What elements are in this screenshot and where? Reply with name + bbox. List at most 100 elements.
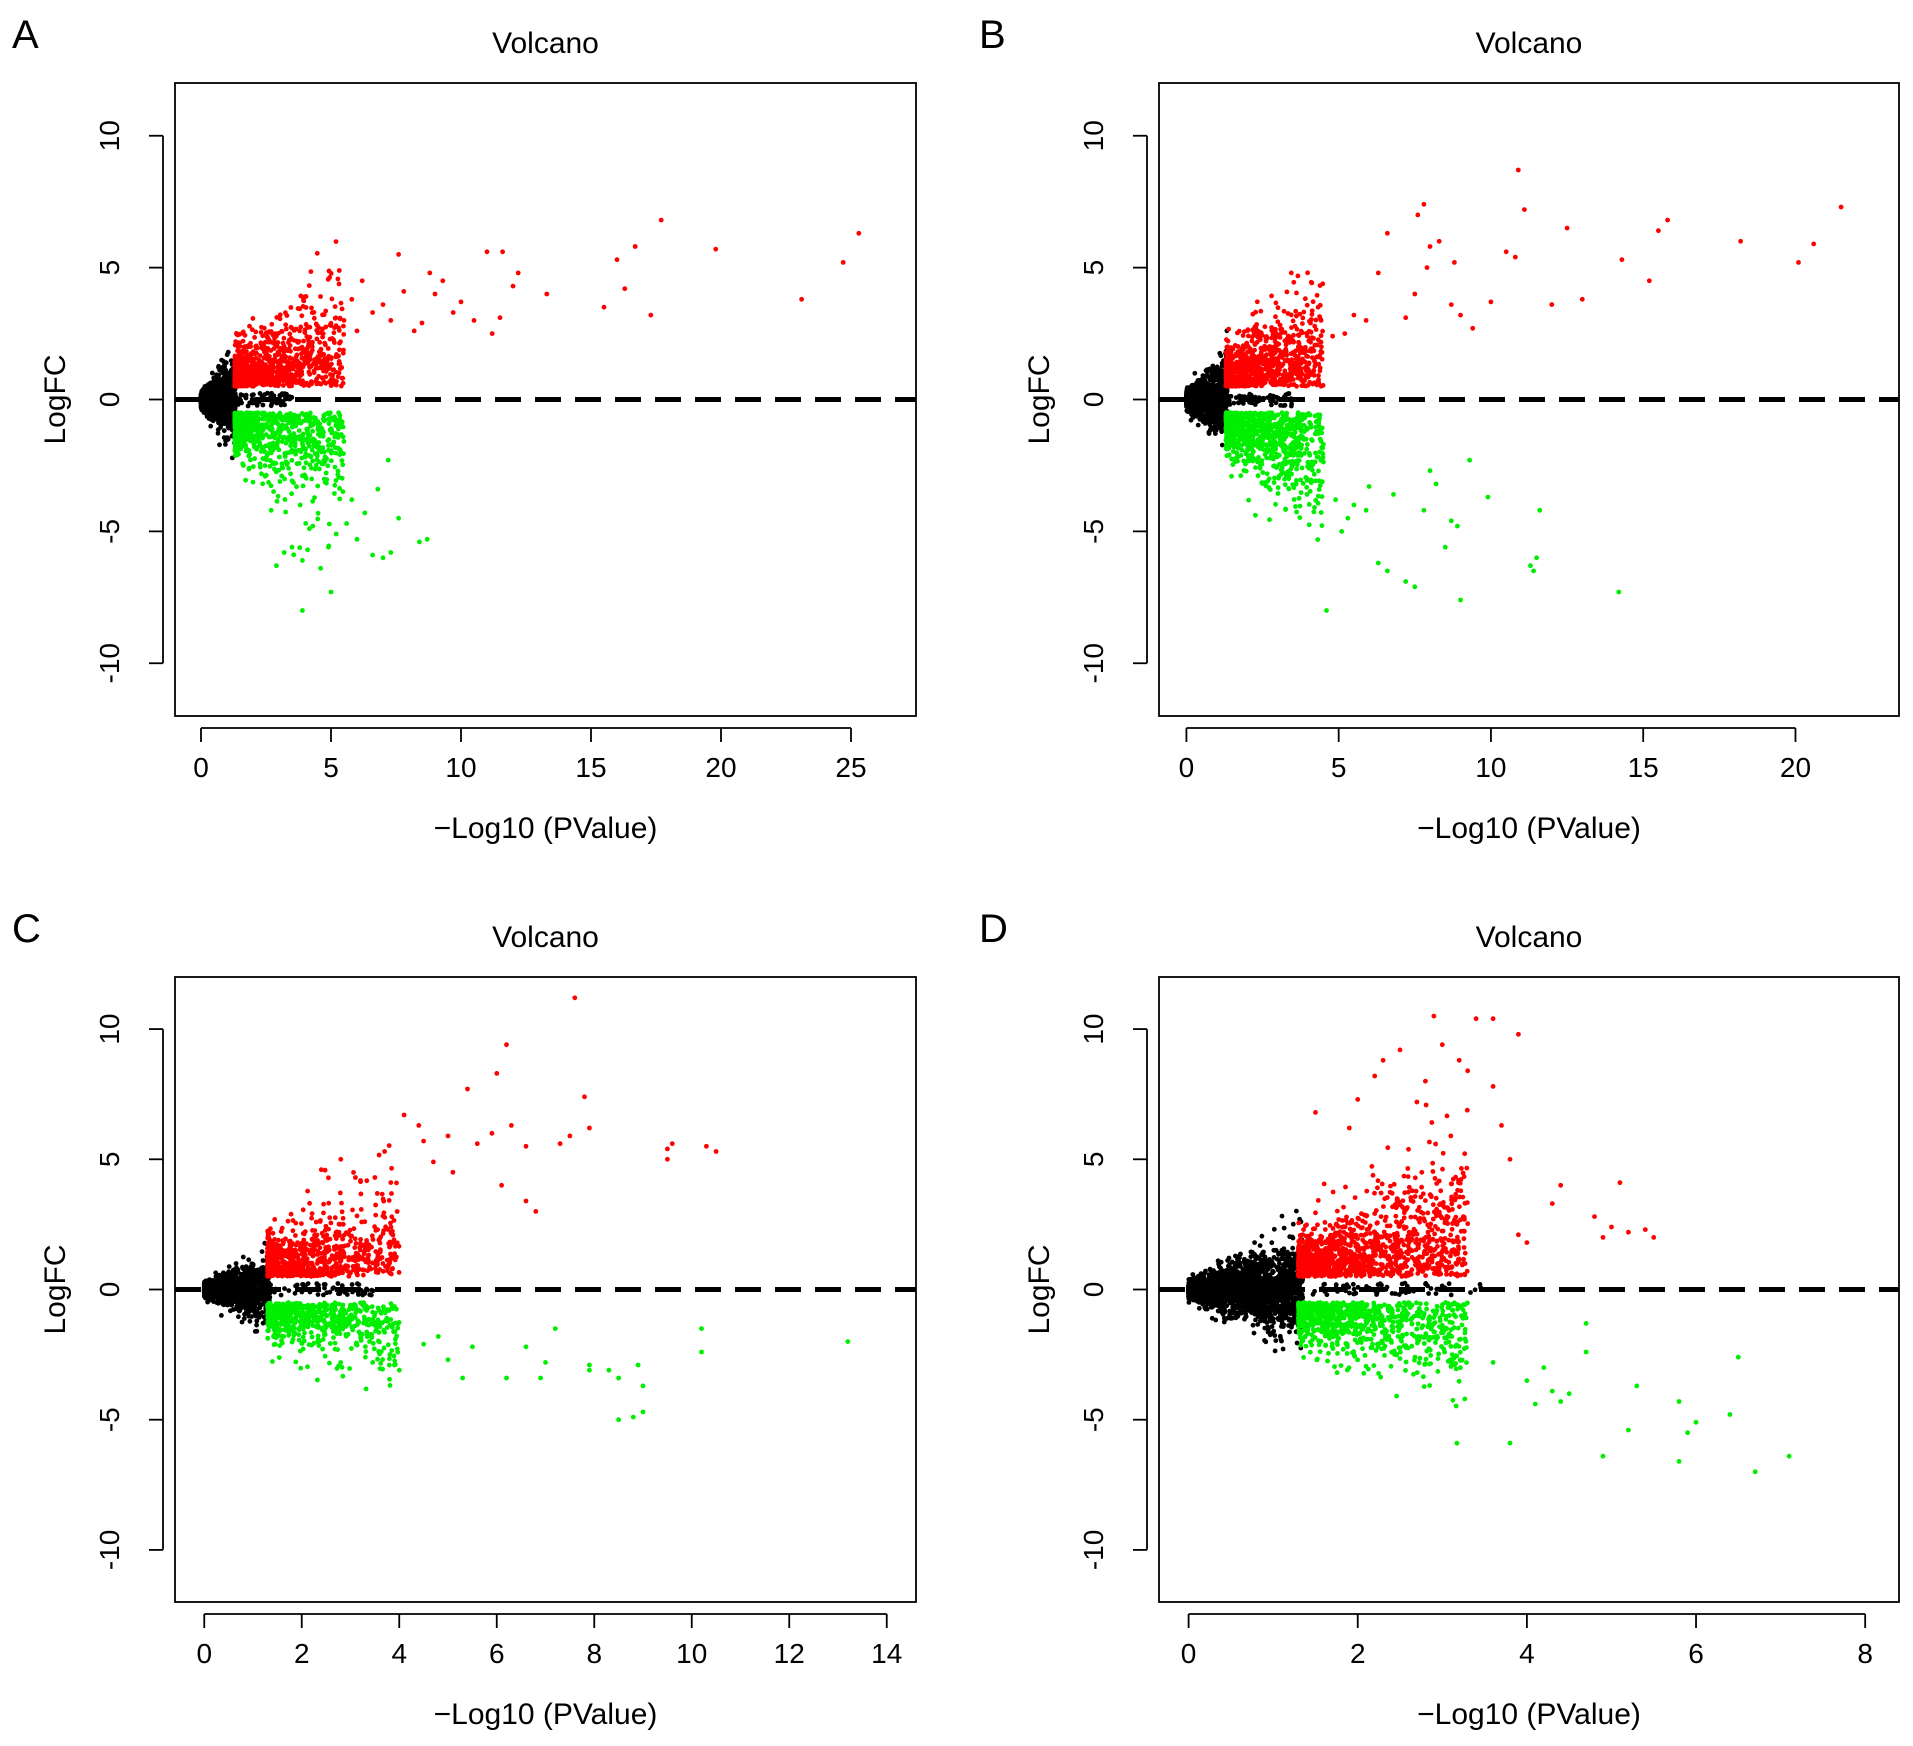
ns-point (1220, 387, 1225, 392)
ns-point (223, 368, 228, 373)
down-point (329, 426, 334, 431)
up-point (261, 347, 266, 352)
ns-point (217, 442, 222, 447)
down-point (326, 545, 331, 550)
up-point (305, 325, 310, 330)
down-point (286, 466, 291, 471)
ns-point (1225, 389, 1230, 394)
up-point (284, 379, 289, 384)
down-point (305, 428, 310, 433)
y-tick-label: 5 (94, 260, 125, 276)
down-point (275, 441, 280, 446)
up-point (299, 313, 304, 318)
down-point (237, 435, 242, 440)
up-point (290, 326, 295, 331)
ns-point (1215, 409, 1220, 414)
ns-point (223, 420, 228, 425)
up-point (310, 310, 315, 315)
up-point (440, 278, 445, 283)
up-point (266, 381, 271, 386)
up-point (1226, 339, 1231, 344)
up-point (490, 331, 495, 336)
ns-point (212, 377, 217, 382)
up-point (311, 362, 316, 367)
up-point (246, 373, 251, 378)
up-point (1291, 382, 1296, 387)
down-point (288, 471, 293, 476)
ns-point (1213, 429, 1218, 434)
down-point (267, 414, 272, 419)
down-point (240, 442, 245, 447)
down-point (254, 447, 259, 452)
up-point (233, 343, 238, 348)
up-point (323, 325, 328, 330)
up-point (355, 329, 360, 334)
down-point (337, 497, 342, 502)
down-point (277, 455, 282, 460)
ns-point (226, 372, 231, 377)
up-point (321, 352, 326, 357)
up-point (287, 367, 292, 372)
up-point (309, 306, 314, 311)
down-point (243, 478, 248, 483)
up-point (323, 343, 328, 348)
down-point (284, 436, 289, 441)
down-point (300, 608, 305, 613)
up-point (249, 351, 254, 356)
down-point (349, 497, 354, 502)
down-point (296, 448, 301, 453)
ns-point (247, 400, 252, 405)
y-tick-label: -5 (94, 519, 125, 544)
down-point (370, 553, 375, 558)
ns-point (218, 409, 223, 414)
down-point (280, 439, 285, 444)
ns-point (282, 402, 287, 407)
up-point (1310, 312, 1315, 317)
up-point (427, 271, 432, 276)
down-point (329, 458, 334, 463)
up-point (1264, 352, 1269, 357)
up-point (1259, 346, 1264, 351)
y-axis-label: LogFC (39, 354, 72, 444)
down-point (289, 491, 294, 496)
ns-point (1186, 396, 1191, 401)
up-point (253, 370, 258, 375)
down-point (291, 552, 296, 557)
down-point (340, 462, 345, 467)
up-point (235, 372, 240, 377)
ns-point (1207, 431, 1212, 436)
up-point (244, 349, 249, 354)
ns-point (210, 371, 215, 376)
down-point (330, 450, 335, 455)
down-point (256, 416, 261, 421)
up-point (1315, 293, 1320, 298)
down-point (324, 471, 329, 476)
up-point (500, 249, 505, 254)
up-point (401, 289, 406, 294)
down-point (341, 434, 346, 439)
down-point (246, 454, 251, 459)
down-point (283, 423, 288, 428)
down-point (302, 473, 307, 478)
up-point (799, 297, 804, 302)
down-point (316, 511, 321, 516)
up-point (1294, 291, 1299, 296)
down-point (292, 434, 297, 439)
down-point (327, 522, 332, 527)
down-point (304, 460, 309, 465)
down-point (271, 460, 276, 465)
up-point (337, 268, 342, 273)
up-point (289, 384, 294, 389)
up-point (233, 354, 238, 359)
down-point (310, 459, 315, 464)
up-point (287, 332, 292, 337)
down-point (294, 414, 299, 419)
up-point (277, 365, 282, 370)
down-point (290, 425, 295, 430)
down-point (362, 511, 367, 516)
up-point (337, 282, 342, 287)
down-point (282, 550, 287, 555)
